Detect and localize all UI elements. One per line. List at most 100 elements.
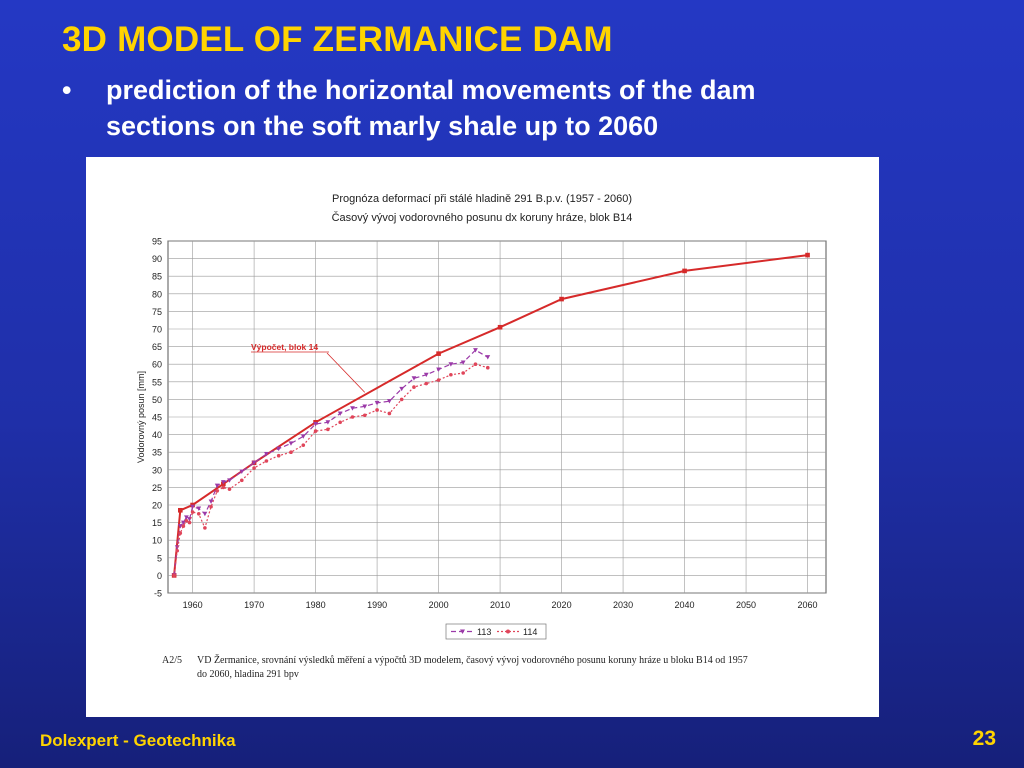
data-point	[362, 413, 367, 418]
bullet-line-2: sections on the soft marly shale up to 2…	[106, 111, 659, 141]
data-point	[682, 268, 687, 274]
data-point	[350, 406, 355, 411]
y-tick-label: 35	[152, 448, 162, 458]
data-point	[175, 548, 180, 553]
data-point	[289, 450, 293, 455]
data-point	[412, 385, 416, 389]
x-tick-label: 2050	[736, 600, 756, 610]
series-line	[173, 349, 489, 576]
y-tick-label: 45	[152, 413, 162, 423]
page-number: 23	[972, 727, 996, 750]
y-tick-label: 40	[152, 430, 162, 440]
grid-layer	[167, 240, 827, 594]
data-point	[227, 487, 232, 491]
data-point	[276, 446, 282, 452]
data-point	[215, 489, 219, 493]
bullet-point: • prediction of the horizontal movements…	[62, 72, 962, 144]
data-point	[387, 411, 392, 416]
data-point	[239, 469, 245, 474]
legend-box	[445, 623, 547, 640]
data-point	[559, 296, 564, 302]
data-point	[338, 420, 342, 425]
series-114	[172, 362, 490, 578]
data-point	[184, 519, 189, 523]
data-point	[184, 515, 189, 520]
data-point	[375, 408, 379, 412]
y-tick-label: 65	[152, 342, 162, 352]
legend-label-113: 113	[477, 627, 491, 637]
data-point	[374, 400, 380, 406]
data-point	[411, 376, 417, 381]
data-point	[436, 367, 441, 372]
x-tick-label: 1960	[183, 600, 203, 610]
series-line	[173, 254, 808, 576]
y-tick-label: -5	[154, 589, 162, 599]
slide-title: 3D MODEL OF ZERMANICE DAM	[62, 20, 613, 59]
y-tick-label: 70	[152, 325, 162, 335]
chart-title: Prognóza deformací při stálé hladině 291…	[332, 193, 632, 205]
data-point	[203, 526, 207, 530]
data-point	[386, 399, 392, 404]
data-point	[805, 252, 810, 258]
y-tick-label: 85	[152, 272, 162, 282]
bullet-line-1: prediction of the horizontal movements o…	[106, 75, 756, 105]
data-point	[301, 443, 306, 447]
legend-marker-114	[506, 629, 510, 634]
bullet-text: prediction of the horizontal movements o…	[106, 72, 962, 144]
x-tick-label: 1970	[244, 600, 264, 610]
data-point	[326, 427, 330, 432]
legend: 113 114	[445, 623, 547, 640]
y-tick-label: 90	[152, 254, 162, 264]
data-point	[325, 420, 331, 425]
y-tick-label: 80	[152, 289, 162, 299]
data-point	[362, 404, 368, 409]
annotation-layer: Výpočet, blok 14	[251, 342, 366, 393]
data-point	[187, 520, 192, 525]
caption-id: A2/5	[162, 655, 182, 666]
x-tick-label: 2030	[613, 600, 633, 610]
data-point	[263, 451, 269, 457]
x-tick-label: 2010	[490, 600, 510, 610]
y-tick-label: 0	[157, 571, 162, 581]
x-tick-label: 2060	[798, 600, 818, 610]
annotation-arrow	[326, 352, 366, 393]
x-tick-label: 1980	[306, 600, 326, 610]
data-point	[252, 466, 256, 470]
x-tick-label: 2000	[429, 600, 449, 610]
data-point	[202, 511, 208, 517]
data-point	[424, 381, 429, 386]
y-tick-label: 25	[152, 483, 162, 493]
series-Výpočet, blok 14	[171, 252, 810, 578]
chart-subtitle: Časový vývoj vodorovného posunu dx korun…	[332, 211, 633, 224]
x-tick-label: 2040	[675, 600, 695, 610]
data-point	[337, 411, 343, 416]
bullet-dot: •	[62, 75, 72, 105]
chart-figure: Prognóza deformací při stálé hladině 291…	[86, 157, 879, 717]
x-tick-label: 2020	[552, 600, 572, 610]
y-tick-label: 10	[152, 536, 162, 546]
data-point	[423, 372, 429, 378]
data-point	[473, 362, 478, 366]
data-point	[181, 524, 186, 528]
data-point	[300, 434, 306, 439]
data-point	[288, 441, 294, 446]
axis-layer: -5 0 5 10 15 20 25 30 35 40 45 50 55 60 65 70 75 80 85 90 95…	[136, 237, 818, 611]
caption-line-1: VD Žermanice, srovnání výsledků měření a…	[197, 654, 748, 666]
data-point	[313, 429, 318, 433]
data-point	[208, 499, 214, 504]
y-axis-label: Vodorovný posun [mm]	[136, 371, 146, 463]
data-point	[264, 459, 269, 463]
data-point	[399, 386, 405, 392]
y-tick-label: 15	[152, 518, 162, 528]
data-point	[180, 520, 186, 525]
y-tick-label: 20	[152, 501, 162, 511]
data-point	[190, 504, 195, 510]
data-point	[172, 573, 176, 578]
caption-line-2: do 2060, hladina 291 bpv	[197, 669, 299, 680]
series-layer	[171, 252, 810, 578]
y-tick-label: 75	[152, 307, 162, 317]
data-point	[461, 371, 465, 375]
series-line	[173, 363, 488, 576]
data-point	[178, 531, 183, 535]
data-point	[214, 483, 220, 489]
